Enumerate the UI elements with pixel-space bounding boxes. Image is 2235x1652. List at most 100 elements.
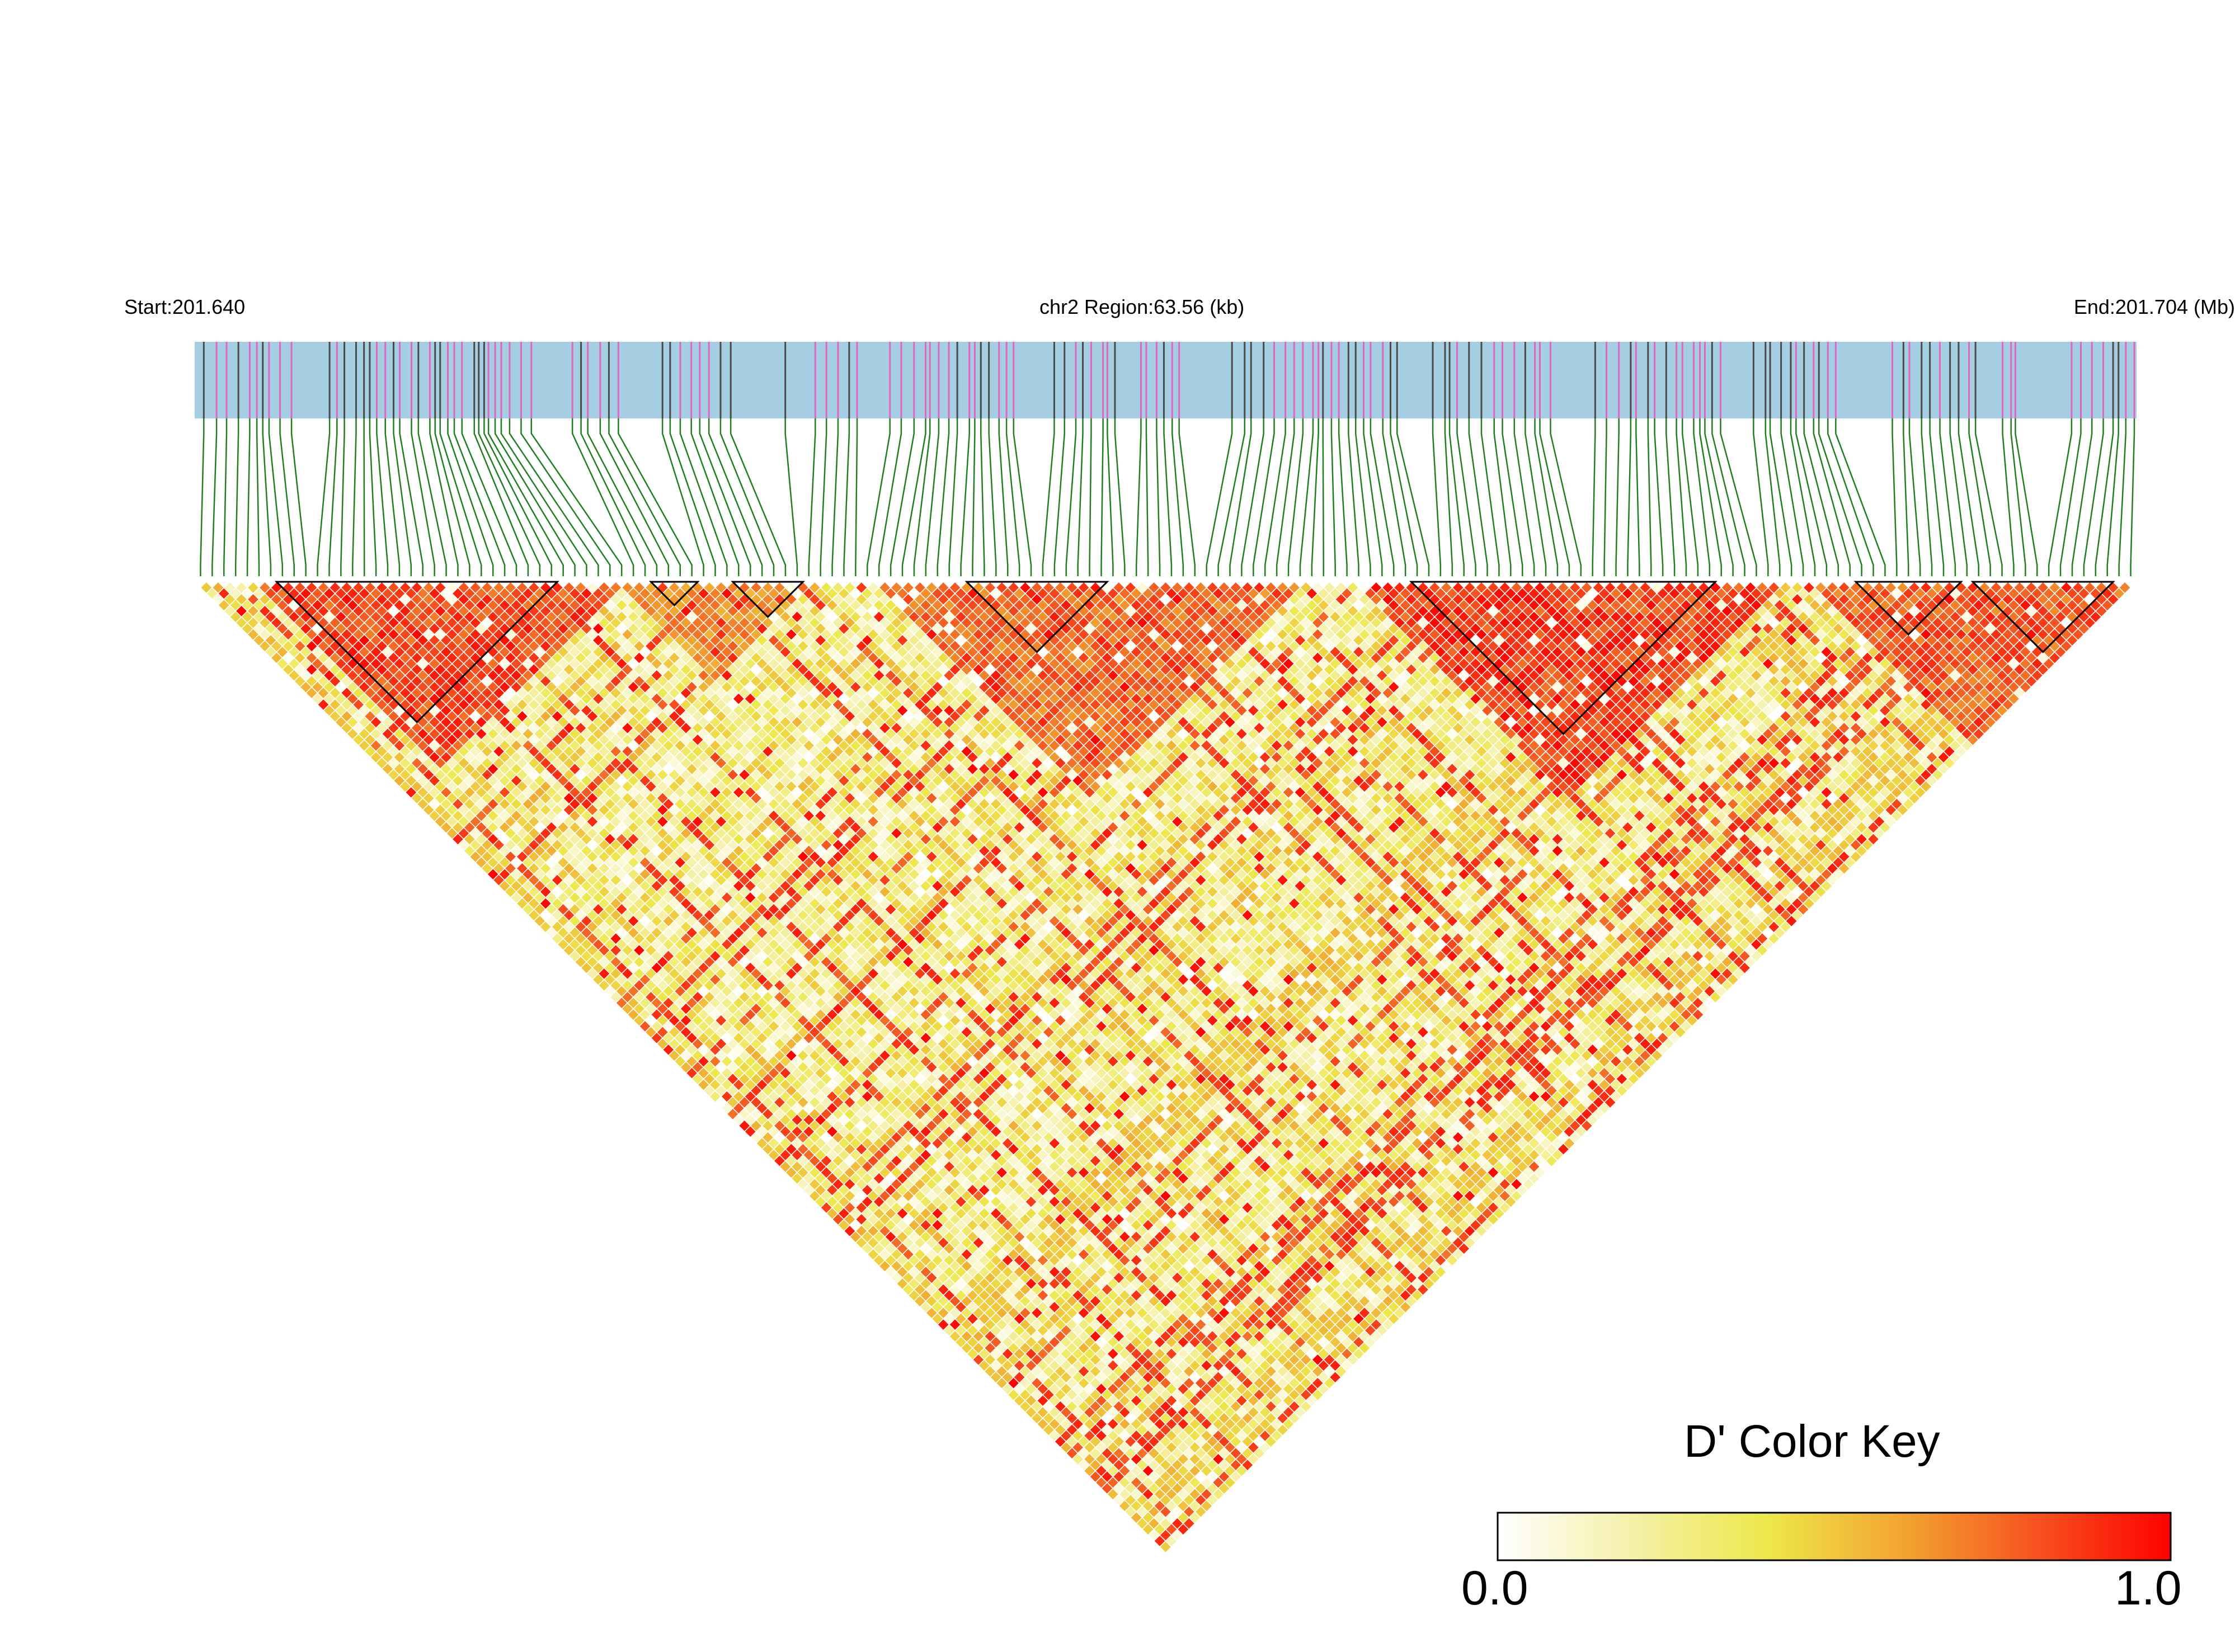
- snp-connector: [328, 418, 338, 576]
- snp-connector: [417, 418, 447, 576]
- snp-connector: [1253, 418, 1275, 576]
- snp-connector: [1891, 418, 1898, 576]
- snp-connector: [890, 418, 915, 576]
- snp-connector: [1053, 418, 1066, 576]
- snp-connector: [1390, 418, 1418, 576]
- snp-connector: [1681, 418, 1699, 576]
- snp-connector: [256, 418, 260, 576]
- snp-connector: [988, 418, 997, 576]
- snp-connectors: [200, 418, 2135, 576]
- snp-connector: [1005, 418, 1020, 576]
- snp-connector: [2118, 418, 2127, 576]
- snp-connector: [1114, 418, 1126, 576]
- snp-connector: [1665, 418, 1676, 576]
- snp-connector: [246, 418, 251, 576]
- snp-connector: [679, 418, 728, 576]
- snp-connector: [1765, 418, 1781, 576]
- snp-connector: [669, 418, 716, 576]
- snp-connector: [2002, 418, 2015, 576]
- snp-connector: [1795, 418, 1828, 576]
- snp-connector: [1524, 418, 1547, 576]
- snp-connector: [1145, 418, 1149, 576]
- snp-connector: [478, 418, 541, 576]
- snp-connector: [1539, 418, 1570, 576]
- snp-connector: [1939, 418, 1956, 576]
- snp-connector: [1135, 418, 1142, 576]
- snp-connector: [1077, 418, 1084, 576]
- region-size-label: chr2 Region:63.56 (kb): [1039, 295, 1245, 318]
- snp-connector: [1276, 418, 1295, 576]
- snp-connector: [1493, 418, 1512, 576]
- snp-connector: [279, 418, 295, 576]
- snp-connector: [1968, 418, 1991, 576]
- snp-connector: [1647, 418, 1652, 576]
- snp-connector: [487, 418, 564, 576]
- snp-connector: [587, 418, 658, 576]
- snp-connector: [2010, 418, 2026, 576]
- snp-connector: [1107, 418, 1114, 576]
- snp-connector: [1693, 418, 1711, 576]
- snp-connector: [855, 418, 858, 576]
- snp-connector: [867, 418, 891, 576]
- snp-connector: [580, 418, 646, 576]
- snp-connector: [1206, 418, 1233, 576]
- snp-connector: [2015, 418, 2038, 576]
- snp-connector: [1065, 418, 1077, 576]
- snp-connector: [1241, 418, 1264, 576]
- snp-connector: [200, 418, 205, 576]
- snp-connector: [1818, 418, 1862, 576]
- snp-connector: [1654, 418, 1664, 576]
- snp-connector: [1100, 418, 1104, 576]
- snp-connector: [483, 418, 552, 576]
- snp-connector: [2083, 418, 2104, 576]
- snp-connector: [843, 418, 850, 576]
- snp-connector: [948, 418, 958, 576]
- snp-connector: [494, 418, 576, 576]
- snp-connector: [1217, 418, 1246, 576]
- snp-connector: [352, 418, 357, 576]
- snp-connector: [1480, 418, 1500, 576]
- snp-connector: [461, 418, 517, 576]
- snp-connector: [453, 418, 506, 576]
- snp-connector: [1974, 418, 2003, 576]
- snp-connector: [937, 418, 950, 576]
- snp-connector: [1178, 418, 1196, 576]
- snp-connector: [1330, 418, 1336, 576]
- snp-connector: [878, 418, 902, 576]
- snp-connector: [268, 418, 284, 576]
- snp-connector: [1432, 418, 1442, 576]
- snp-connector: [831, 418, 839, 576]
- snp-connector: [1513, 418, 1535, 576]
- snp-connector: [972, 418, 976, 576]
- snp-connector: [434, 418, 470, 576]
- snp-connector: [1534, 418, 1559, 576]
- snp-connector: [262, 418, 272, 576]
- snp-connector: [1348, 418, 1359, 576]
- snp-connector: [1949, 418, 1968, 576]
- snp-connector: [399, 418, 424, 576]
- snp-connector: [520, 418, 611, 576]
- snp-connector: [1827, 418, 1874, 576]
- snp-connector: [429, 418, 459, 576]
- snp-connector: [960, 418, 971, 576]
- snp-connector: [980, 418, 985, 576]
- snp-connector: [1929, 418, 1945, 576]
- snp-connector: [1322, 418, 1325, 576]
- snp-connector: [2095, 418, 2114, 576]
- snp-connector: [1780, 418, 1804, 576]
- snp-connector: [211, 418, 218, 576]
- snp-connector: [1156, 418, 1161, 576]
- snp-connector: [223, 418, 228, 576]
- snp-connector: [1790, 418, 1816, 576]
- snp-connector: [1171, 418, 1184, 576]
- snp-connector: [1299, 418, 1314, 576]
- snp-connector: [1720, 418, 1757, 576]
- snp-connector: [1089, 418, 1092, 576]
- snp-connector: [901, 418, 926, 576]
- snp-connector: [708, 418, 763, 576]
- snp-connector: [1013, 418, 1032, 576]
- snp-connector: [1448, 418, 1465, 576]
- snp-connector: [2059, 418, 2082, 576]
- snp-connector: [1676, 418, 1687, 576]
